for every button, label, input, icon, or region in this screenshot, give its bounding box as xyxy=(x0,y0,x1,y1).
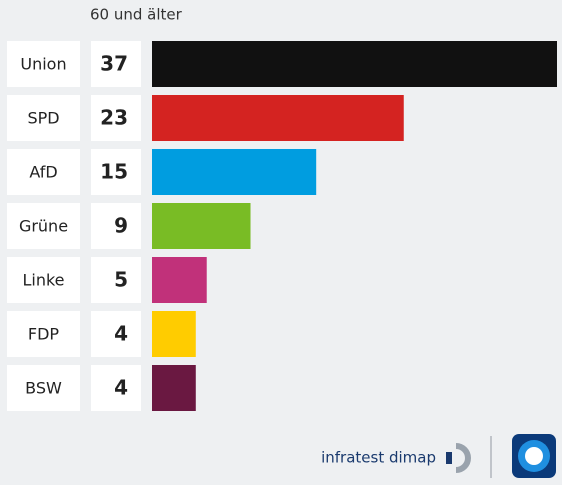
bar xyxy=(152,257,207,303)
category-label: BSW xyxy=(25,379,62,398)
value-box xyxy=(91,365,141,411)
value-box xyxy=(91,95,141,141)
value-label: 37 xyxy=(100,52,128,76)
bar xyxy=(152,365,196,411)
value-label: 4 xyxy=(114,376,128,400)
chart-title: 60 und älter xyxy=(90,6,183,24)
value-label: 15 xyxy=(100,160,128,184)
label-box xyxy=(7,257,80,303)
value-box xyxy=(91,257,141,303)
category-label: Linke xyxy=(22,271,64,290)
value-box xyxy=(91,41,141,87)
category-label: Union xyxy=(20,55,66,74)
label-box xyxy=(7,41,80,87)
value-label: 23 xyxy=(100,106,128,130)
bar xyxy=(152,311,196,357)
source-logo xyxy=(446,443,471,473)
label-box xyxy=(7,203,80,249)
category-label: FDP xyxy=(28,325,60,344)
bar xyxy=(152,149,317,195)
label-box xyxy=(7,365,80,411)
logo-arc xyxy=(455,443,471,473)
category-label: AfD xyxy=(29,163,57,182)
tagesschau-logo xyxy=(512,434,556,478)
value-box xyxy=(91,203,141,249)
value-box xyxy=(91,311,141,357)
logo-bar xyxy=(446,452,452,464)
label-box xyxy=(7,149,80,195)
label-box xyxy=(7,311,80,357)
value-box xyxy=(91,149,141,195)
label-box xyxy=(7,95,80,141)
bar xyxy=(152,95,404,141)
source-label: infratest dimap xyxy=(321,449,436,467)
bar xyxy=(152,203,251,249)
value-label: 9 xyxy=(114,214,128,238)
bar xyxy=(152,41,557,87)
value-label: 4 xyxy=(114,322,128,346)
category-label: SPD xyxy=(27,109,59,128)
value-label: 5 xyxy=(114,268,128,292)
category-label: Grüne xyxy=(19,217,68,236)
logo-inner xyxy=(525,447,543,465)
